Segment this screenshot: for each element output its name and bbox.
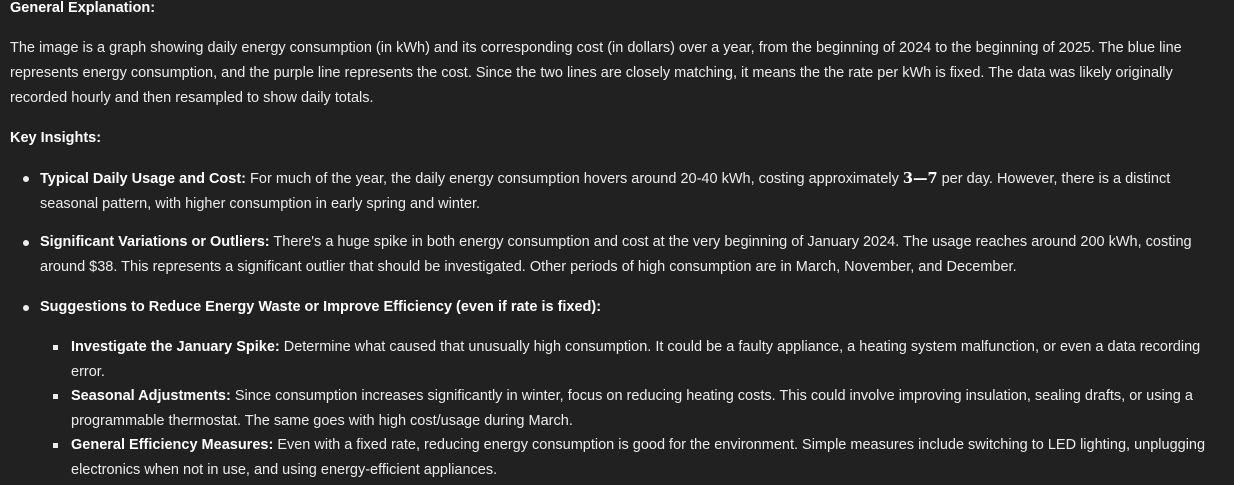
key-insights-heading: Key Insights:: [10, 130, 102, 146]
insight-lead: Typical Daily Usage and Cost:: [40, 171, 247, 187]
suggestion-lead: Investigate the January Spike:: [71, 339, 280, 355]
bullet-square-icon: [53, 345, 58, 350]
insight-lead: Significant Variations or Outliers:: [40, 234, 270, 250]
cost-range-math: 3—7: [902, 170, 938, 187]
bullet-dot-icon: [23, 240, 29, 246]
suggestion-item-seasonal: Seasonal Adjustments: Since consumption …: [53, 384, 1211, 434]
suggestion-item-general-efficiency: General Efficiency Measures: Even with a…: [53, 433, 1211, 483]
suggestion-text: Even with a fixed rate, reducing energy …: [71, 437, 1206, 478]
bullet-square-icon: [53, 394, 58, 399]
suggestion-text: Determine what caused that unusually hig…: [71, 339, 1201, 380]
bullet-dot-icon: [23, 305, 29, 311]
suggestion-item-january-spike: Investigate the January Spike: Determine…: [53, 335, 1211, 385]
insight-lead: Suggestions to Reduce Energy Waste or Im…: [40, 299, 602, 315]
insight-text: There's a huge spike in both energy cons…: [40, 234, 1192, 275]
bullet-dot-icon: [23, 176, 29, 182]
insight-bullet-typical-usage: Typical Daily Usage and Cost: For much o…: [23, 166, 1210, 217]
insight-text: For much of the year, the daily energy c…: [246, 171, 903, 187]
general-explanation-paragraph: The image is a graph showing daily energ…: [10, 40, 1182, 106]
insight-bullet-outliers: Significant Variations or Outliers: Ther…: [23, 230, 1210, 280]
suggestion-text: Since consumption increases significantl…: [71, 388, 1193, 429]
general-explanation-heading: General Explanation:: [10, 0, 156, 16]
bullet-square-icon: [53, 443, 58, 448]
insight-bullet-suggestions: Suggestions to Reduce Energy Waste or Im…: [23, 295, 1210, 320]
insight-text-continued: per day. However, there is a distinct se…: [40, 171, 1171, 212]
suggestion-lead: Seasonal Adjustments:: [71, 388, 231, 404]
suggestion-lead: General Efficiency Measures:: [71, 437, 274, 453]
